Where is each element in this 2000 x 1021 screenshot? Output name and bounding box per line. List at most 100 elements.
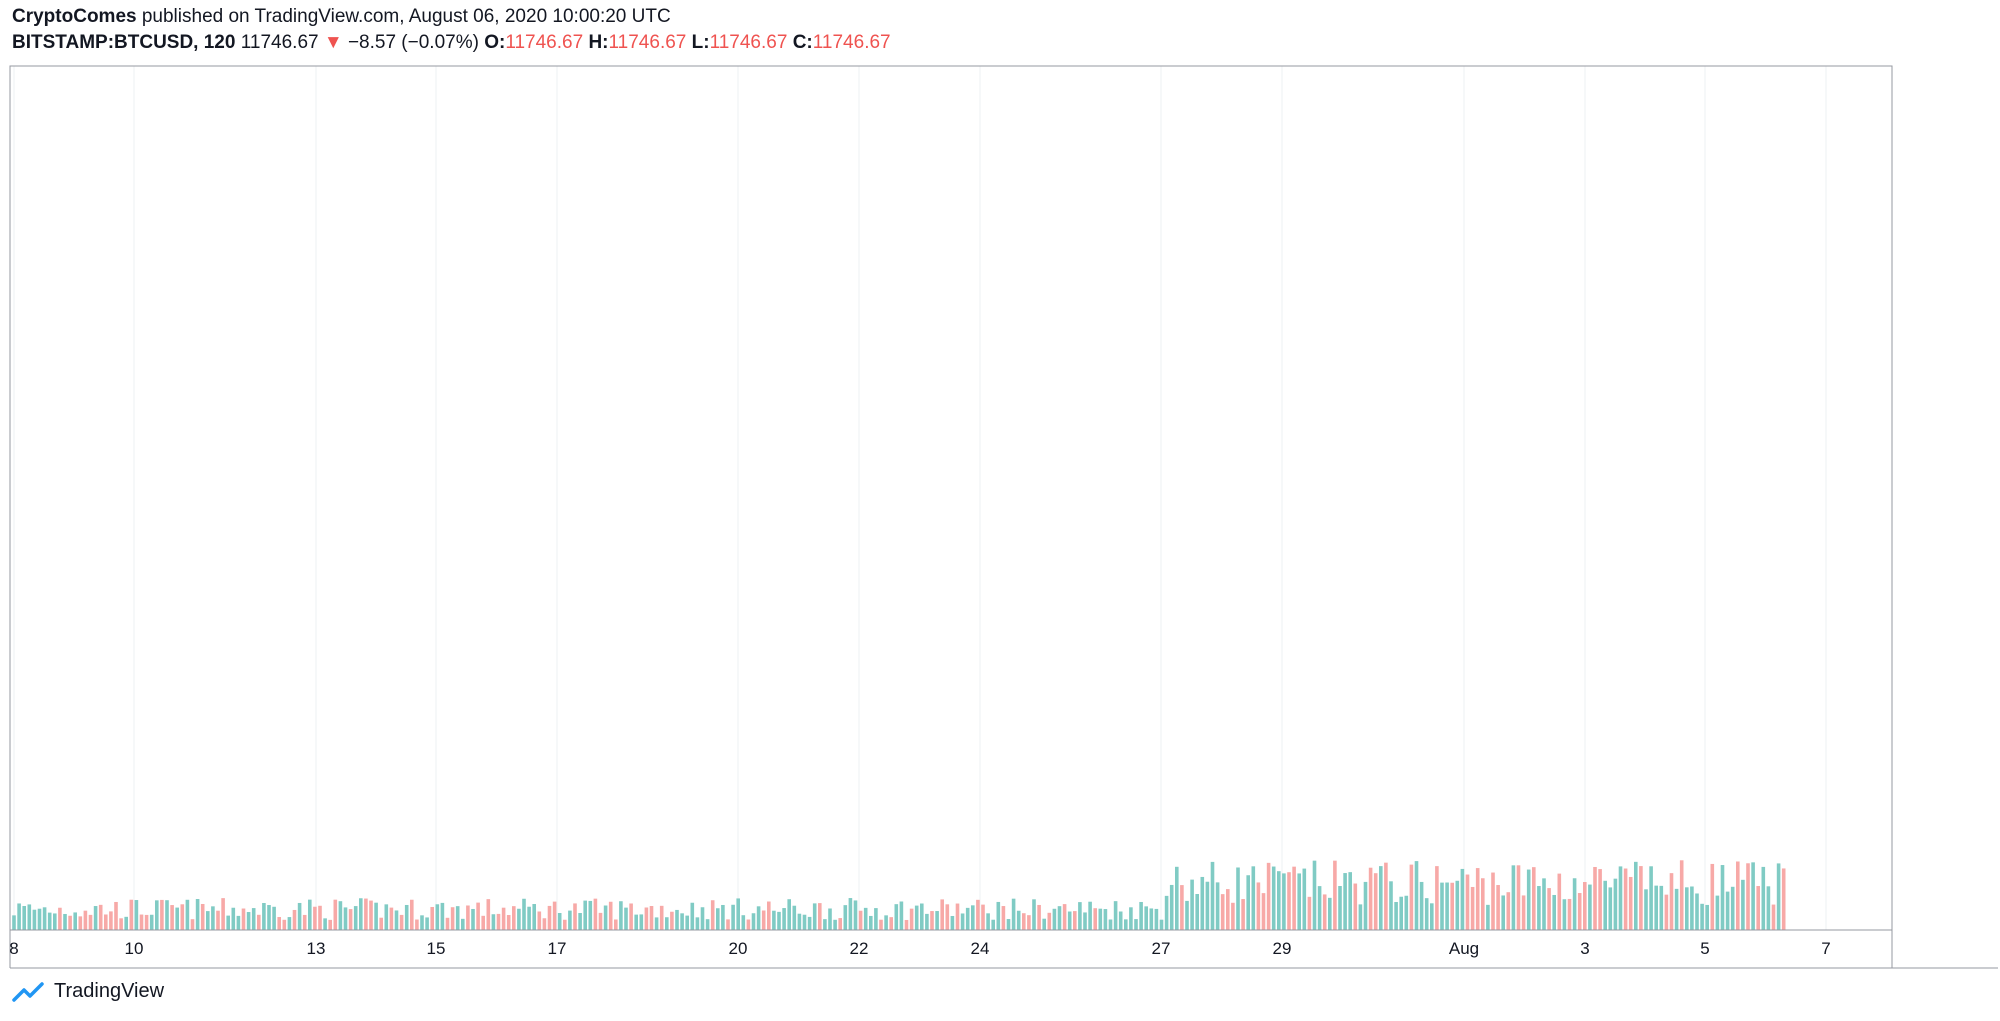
volume-bar — [598, 912, 603, 930]
volume-bar — [1236, 867, 1240, 930]
volume-bar — [226, 915, 230, 930]
volume-bar — [670, 911, 674, 930]
volume-bar — [547, 905, 552, 930]
ohlc-legend: BITSTAMP:BTCUSD, 120 11746.67 ▼ −8.57 (−… — [12, 32, 891, 54]
volume-bar — [17, 903, 21, 930]
volume-bar — [593, 898, 598, 930]
author-name[interactable]: CryptoComes — [12, 6, 137, 27]
volume-bar — [1200, 876, 1205, 930]
volume-bar — [1297, 873, 1301, 930]
symbol-label[interactable]: BITSTAMP:BTCUSD, 120 — [12, 32, 236, 53]
volume-bar — [1450, 882, 1454, 930]
volume-bar — [369, 900, 373, 930]
volume-bar — [1006, 919, 1011, 930]
volume-bar — [461, 918, 465, 930]
volume-bar — [971, 905, 975, 930]
volume-bar — [262, 902, 266, 930]
x-tick-label: 22 — [850, 939, 869, 958]
volume-bar — [1751, 862, 1755, 930]
volume-bar — [1710, 863, 1715, 930]
volume-bar — [537, 911, 542, 930]
volume-bar — [1481, 878, 1485, 930]
low-label: L: — [691, 32, 710, 53]
volume-bar — [114, 901, 118, 930]
volume-bar — [1741, 879, 1745, 930]
volume-bar — [991, 919, 995, 930]
volume-bar — [1226, 889, 1230, 930]
volume-bar — [807, 916, 812, 930]
volume-bar — [73, 912, 77, 930]
volume-bar — [399, 914, 404, 930]
volume-bar — [206, 911, 210, 930]
volume-bar — [134, 900, 139, 930]
volume-bar — [920, 903, 924, 930]
volume-bar — [1027, 915, 1031, 930]
volume-bar — [634, 914, 638, 930]
volume-bar — [654, 917, 659, 930]
volume-bar — [1052, 908, 1057, 930]
volume-bar — [608, 901, 613, 930]
volume-bar — [1389, 881, 1393, 930]
volume-bar — [777, 911, 781, 930]
tradingview-footer[interactable]: TradingView — [12, 980, 164, 1003]
open-value: 11746.67 — [505, 32, 584, 53]
volume-bar — [1088, 901, 1092, 930]
volume-bar — [772, 910, 776, 930]
volume-bar — [1159, 919, 1164, 930]
volume-bar — [960, 913, 965, 930]
volume-bar — [1634, 861, 1638, 930]
volume-bar — [1419, 881, 1424, 930]
volume-bar — [404, 904, 409, 930]
volume-bar — [149, 914, 154, 930]
volume-bar — [869, 915, 873, 930]
volume-bar — [1282, 873, 1286, 930]
volume-bar — [1644, 889, 1648, 930]
volume-bar — [583, 900, 587, 930]
volume-bar — [726, 919, 730, 930]
volume-bar — [231, 907, 236, 930]
volume-bar — [797, 913, 802, 930]
x-tick-label: 27 — [1152, 939, 1171, 958]
volume-bar — [1685, 887, 1689, 930]
volume-bar — [1430, 903, 1434, 930]
volume-bar — [1664, 894, 1669, 930]
volume-bar — [1287, 872, 1291, 930]
volume-bar — [986, 913, 990, 930]
x-tick-label: 5 — [1700, 939, 1709, 958]
volume-bar — [476, 902, 480, 930]
volume-bar — [1399, 896, 1403, 930]
volume-bar — [1761, 866, 1766, 930]
volume-bar — [879, 919, 883, 930]
volume-bar — [904, 919, 909, 930]
high-value: 11746.67 — [608, 32, 687, 53]
volume-bar — [251, 908, 256, 930]
volume-bar — [853, 900, 858, 930]
volume-bar — [1220, 894, 1225, 930]
low-value: 11746.67 — [709, 32, 788, 53]
volume-bar — [1057, 906, 1062, 930]
volume-bar — [1470, 886, 1475, 930]
volume-bar — [512, 906, 516, 930]
volume-bar — [318, 905, 322, 930]
volume-bar — [292, 909, 297, 930]
volume-bar — [665, 917, 669, 930]
volume-bar — [756, 906, 761, 930]
volume-bar — [1011, 898, 1016, 930]
volume-bar — [1659, 885, 1664, 930]
volume-bar — [685, 915, 689, 930]
volume-bar — [471, 908, 475, 930]
close-label: C: — [792, 32, 813, 53]
x-tick-label: 7 — [1821, 939, 1830, 958]
volume-bar — [644, 907, 649, 930]
volume-bar — [1766, 886, 1771, 930]
volume-bar — [741, 915, 746, 930]
volume-bar — [1379, 866, 1383, 930]
volume-bar — [1690, 886, 1694, 930]
volume-bar — [348, 909, 353, 930]
volume-bar — [1261, 893, 1266, 930]
volume-bar — [379, 917, 383, 930]
volume-bar — [195, 899, 200, 930]
volume-bar — [83, 910, 88, 930]
volume-bar — [1241, 899, 1245, 930]
